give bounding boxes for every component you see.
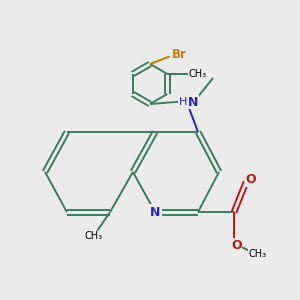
Text: Br: Br — [172, 49, 187, 62]
Text: N: N — [188, 95, 199, 109]
Text: CH₃: CH₃ — [188, 69, 206, 79]
Text: O: O — [245, 173, 256, 186]
Text: H: H — [179, 97, 187, 107]
Text: CH₃: CH₃ — [249, 249, 267, 259]
Text: O: O — [231, 238, 242, 252]
Text: CH₃: CH₃ — [85, 231, 103, 241]
Text: N: N — [150, 206, 160, 219]
